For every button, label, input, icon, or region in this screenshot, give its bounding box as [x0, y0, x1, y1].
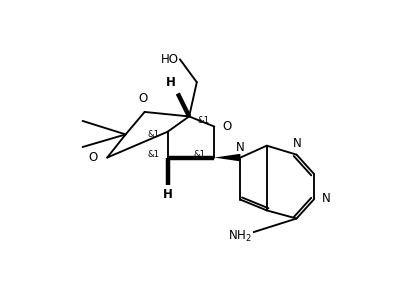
Text: H: H	[166, 77, 176, 89]
Text: &1: &1	[147, 150, 159, 159]
Text: H: H	[163, 188, 173, 201]
Text: &1: &1	[194, 150, 206, 159]
Text: O: O	[222, 120, 231, 133]
Text: HO: HO	[160, 53, 178, 66]
Text: O: O	[88, 151, 97, 164]
Polygon shape	[214, 154, 240, 161]
Text: &1: &1	[147, 130, 159, 139]
Text: N: N	[293, 137, 301, 150]
Text: NH$_2$: NH$_2$	[228, 229, 252, 244]
Text: &1: &1	[198, 117, 210, 126]
Text: N: N	[235, 140, 244, 154]
Text: N: N	[322, 192, 331, 205]
Text: O: O	[139, 92, 148, 105]
